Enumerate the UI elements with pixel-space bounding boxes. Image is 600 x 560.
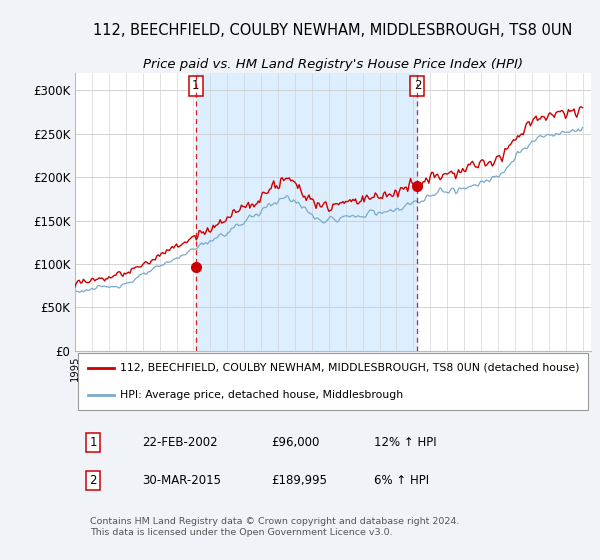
Text: 2: 2 bbox=[89, 474, 97, 487]
Text: 12% ↑ HPI: 12% ↑ HPI bbox=[374, 436, 437, 449]
Text: 6% ↑ HPI: 6% ↑ HPI bbox=[374, 474, 430, 487]
Text: £96,000: £96,000 bbox=[271, 436, 319, 449]
Text: 22-FEB-2002: 22-FEB-2002 bbox=[142, 436, 218, 449]
Text: 1: 1 bbox=[192, 80, 199, 92]
Text: £189,995: £189,995 bbox=[271, 474, 327, 487]
Bar bbox=[196, 73, 418, 351]
Text: Price paid vs. HM Land Registry's House Price Index (HPI): Price paid vs. HM Land Registry's House … bbox=[143, 58, 523, 71]
FancyBboxPatch shape bbox=[77, 353, 589, 410]
Text: HPI: Average price, detached house, Middlesbrough: HPI: Average price, detached house, Midd… bbox=[121, 390, 404, 400]
Text: 30-MAR-2015: 30-MAR-2015 bbox=[142, 474, 221, 487]
Text: 1: 1 bbox=[89, 436, 97, 449]
Text: Contains HM Land Registry data © Crown copyright and database right 2024.
This d: Contains HM Land Registry data © Crown c… bbox=[91, 516, 460, 538]
Text: 2: 2 bbox=[413, 80, 421, 92]
Text: 112, BEECHFIELD, COULBY NEWHAM, MIDDLESBROUGH, TS8 0UN (detached house): 112, BEECHFIELD, COULBY NEWHAM, MIDDLESB… bbox=[121, 362, 580, 372]
Text: 112, BEECHFIELD, COULBY NEWHAM, MIDDLESBROUGH, TS8 0UN: 112, BEECHFIELD, COULBY NEWHAM, MIDDLESB… bbox=[94, 23, 572, 38]
